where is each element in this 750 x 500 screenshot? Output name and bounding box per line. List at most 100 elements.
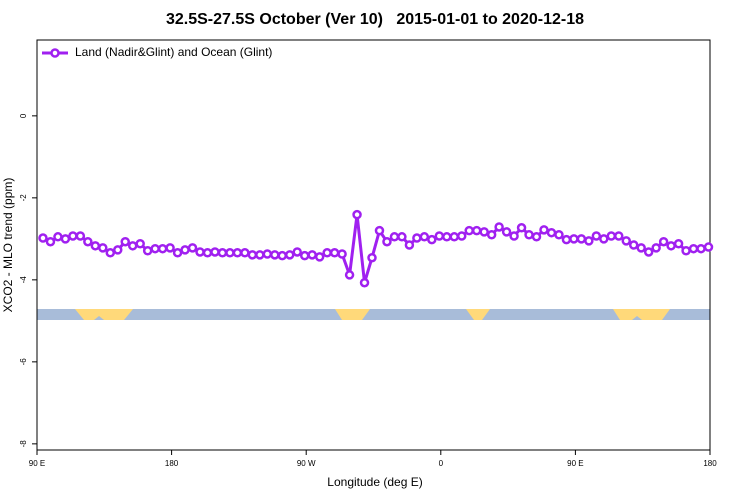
y-tick-label: -8	[19, 440, 28, 448]
data-point	[142, 245, 153, 256]
data-point	[367, 252, 377, 263]
data-point	[688, 243, 699, 254]
data-point	[120, 236, 130, 247]
data-point	[113, 245, 123, 255]
data-point	[187, 243, 198, 253]
data-line	[42, 214, 709, 284]
y-tick-label: 0	[19, 113, 28, 118]
data-point	[232, 248, 243, 258]
data-point	[591, 231, 602, 241]
data-point	[38, 233, 48, 243]
data-point	[434, 231, 445, 241]
data-point	[614, 231, 624, 241]
data-point	[75, 231, 86, 241]
land-band	[335, 309, 370, 320]
data-point	[217, 248, 228, 258]
data-point	[456, 231, 467, 241]
y-axis-title: XCO2 - MLO trend (ppm)	[1, 178, 15, 313]
data-point	[569, 234, 579, 244]
data-point	[314, 252, 325, 262]
data-point	[628, 240, 639, 250]
x-axis-title: Longitude (deg E)	[327, 475, 422, 489]
data-point	[471, 225, 482, 236]
data-point	[247, 250, 258, 260]
data-point	[531, 232, 542, 242]
data-point	[442, 232, 452, 242]
data-point	[419, 232, 430, 242]
land-band	[466, 309, 490, 320]
data-point	[681, 245, 691, 256]
data-point	[344, 270, 355, 280]
data-point	[180, 245, 190, 255]
data-point	[412, 233, 422, 243]
data-point	[299, 250, 310, 261]
data-point	[524, 230, 534, 240]
data-point	[584, 236, 594, 246]
data-point	[284, 250, 295, 260]
data-point	[68, 231, 78, 241]
data-point	[53, 232, 63, 242]
data-point	[307, 250, 317, 260]
data-point	[98, 243, 108, 253]
data-point	[561, 234, 572, 245]
data-point	[359, 277, 370, 288]
data-point	[621, 236, 631, 246]
data-point	[135, 239, 145, 249]
x-tick-label: 180	[703, 459, 717, 468]
data-point	[127, 241, 138, 251]
data-point	[516, 223, 527, 233]
data-point	[277, 250, 288, 261]
data-point	[172, 248, 183, 258]
data-point	[576, 234, 587, 244]
data-point	[651, 243, 661, 253]
data-point	[397, 232, 407, 242]
data-point	[90, 241, 101, 251]
data-point	[262, 249, 273, 259]
data-point	[636, 243, 646, 253]
data-point	[255, 250, 265, 260]
chart-title: 32.5S-27.5S October (Ver 10) 2015-01-01 …	[166, 11, 584, 28]
data-point	[157, 243, 168, 254]
data-point	[105, 248, 116, 258]
data-point	[352, 209, 362, 220]
data-point	[210, 247, 220, 257]
data-point	[546, 227, 557, 238]
y-tick-label: -2	[19, 194, 28, 202]
land-ocean-band	[37, 309, 710, 320]
data-point	[479, 227, 489, 237]
land-band	[75, 309, 133, 320]
data-point	[494, 222, 504, 232]
data-point	[382, 236, 392, 247]
data-point	[45, 236, 56, 247]
data-point	[449, 232, 460, 242]
data-point	[60, 234, 71, 244]
data-point	[539, 225, 549, 235]
data-point	[202, 248, 213, 258]
ocean-band	[37, 309, 710, 320]
data-point	[337, 249, 347, 259]
legend-marker	[50, 48, 60, 58]
data-point	[389, 232, 400, 242]
data-point	[554, 230, 564, 240]
data-point	[270, 250, 280, 260]
data-point	[404, 240, 415, 250]
y-tick-label: -6	[19, 358, 28, 366]
x-tick-label: 0	[439, 459, 444, 468]
data-point	[696, 243, 706, 254]
data-point	[501, 227, 512, 237]
data-point	[464, 225, 474, 236]
data-point	[322, 248, 332, 258]
x-tick-label: 90 W	[297, 459, 316, 468]
data-point	[374, 225, 385, 236]
data-point	[165, 243, 175, 253]
data-point	[658, 236, 669, 247]
data-point	[240, 248, 250, 258]
data-point	[225, 248, 235, 258]
data-point	[703, 242, 714, 252]
data-point	[606, 231, 617, 241]
data-point	[666, 241, 676, 251]
data-point	[427, 234, 437, 245]
data-point	[150, 243, 160, 254]
x-tick-label: 90 E	[567, 459, 583, 468]
